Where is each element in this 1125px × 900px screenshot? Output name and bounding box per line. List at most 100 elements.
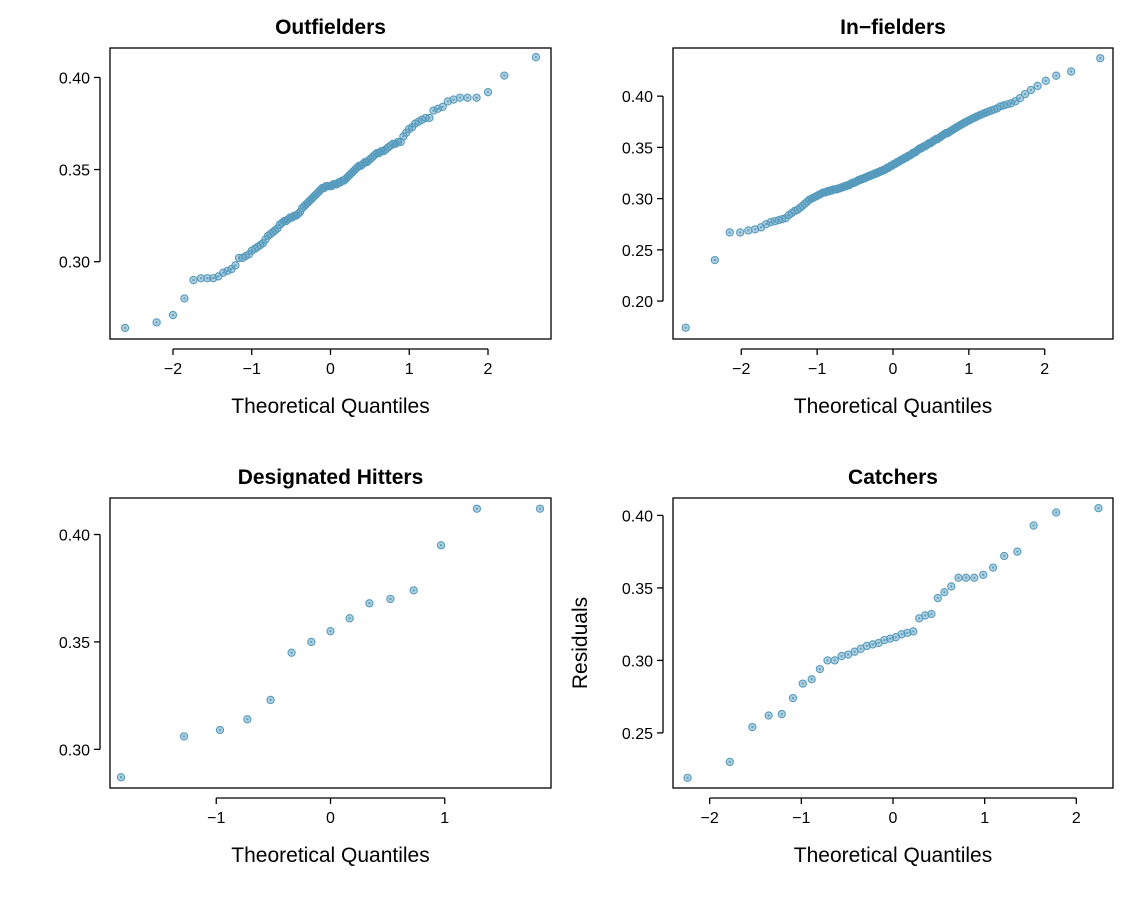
data-point [1041, 76, 1050, 85]
data-point [189, 275, 198, 285]
data-point [1033, 81, 1042, 91]
panel-title: Outfielders [275, 16, 386, 39]
data-point [531, 53, 541, 62]
data-point [1000, 551, 1009, 561]
y-tick-label: 0.30 [59, 255, 90, 272]
data-point [196, 274, 206, 283]
x-tick-label: 1 [980, 810, 989, 827]
data-point [1052, 71, 1061, 80]
data-point [307, 637, 316, 647]
x-tick-label: 0 [326, 361, 335, 378]
data-point [433, 104, 443, 113]
data-point [970, 573, 979, 582]
data-point [243, 715, 252, 724]
plot-frame [109, 497, 552, 789]
data-point [402, 128, 411, 137]
qq-panel-2: Designated Hitters −1 0 1 0.30 0.35 0.40 Theore… [59, 466, 552, 867]
data-point [535, 504, 545, 513]
data-point [736, 228, 745, 237]
data-point [231, 261, 240, 270]
data-point [429, 106, 438, 115]
data-point [744, 226, 753, 235]
data-point [961, 573, 971, 582]
y-tick-label: 0.40 [59, 70, 90, 87]
panel-title: In−fielders [840, 16, 946, 39]
data-point [725, 228, 734, 237]
x-axis-label: Theoretical Quantiles [231, 844, 429, 867]
data-point [988, 563, 998, 572]
y-tick-label: 0.40 [622, 508, 653, 525]
y-tick-label: 0.35 [622, 581, 653, 598]
data-point [748, 722, 757, 732]
data-point [815, 664, 825, 674]
data-point [947, 582, 956, 591]
qq-panel-0: Outfielders −2 −1 0 1 2 0.30 0.35 0.40 Theoretica… [59, 16, 552, 418]
data-point [279, 216, 289, 226]
y-tick-label: 0.30 [59, 742, 90, 759]
data-point [266, 695, 275, 705]
data-point [472, 504, 482, 513]
data-point [179, 732, 189, 741]
plot-frame [109, 47, 552, 340]
data-point [218, 268, 228, 277]
qq-panel-3: Catchers −2 −1 0 1 2 0.25 0.30 0.35 0.40 Theoretic… [569, 466, 1114, 867]
data-point [681, 323, 690, 332]
data-point [830, 656, 839, 665]
panel-title: Catchers [848, 466, 938, 489]
data-point [777, 709, 786, 719]
data-point [710, 255, 720, 265]
x-tick-label: 1 [440, 810, 449, 827]
data-point [215, 725, 225, 735]
plot-frame [672, 47, 1114, 340]
data-point [725, 757, 734, 767]
data-point [979, 570, 988, 579]
panel-title: Designated Hitters [238, 466, 424, 489]
data-point [823, 656, 832, 665]
data-point [1066, 67, 1076, 76]
data-point [1026, 85, 1036, 95]
y-tick-label: 0.40 [59, 528, 90, 545]
data-point [425, 113, 434, 123]
x-tick-label: 2 [484, 361, 493, 378]
data-point [1094, 503, 1103, 513]
data-point [223, 266, 232, 276]
data-point [798, 679, 807, 688]
data-point [287, 648, 296, 657]
data-point [1020, 89, 1030, 99]
qq-panel-1: In−fielders −2 −1 0 1 2 0.20 0.25 0.30 0.35 0.40 Th… [622, 16, 1114, 418]
data-point [386, 594, 395, 604]
x-tick-label: −2 [164, 361, 182, 378]
x-tick-label: −1 [243, 361, 261, 378]
x-tick-label: 2 [1072, 810, 1081, 827]
x-axis-label: Theoretical Quantiles [231, 395, 429, 418]
data-point [180, 294, 189, 303]
data-point [1013, 547, 1022, 556]
data-point [409, 586, 418, 595]
x-tick-label: 0 [326, 810, 335, 827]
y-tick-label: 0.30 [622, 192, 653, 209]
data-point [761, 220, 771, 229]
data-point [1096, 54, 1105, 63]
x-tick-label: 1 [405, 361, 414, 378]
data-point [436, 541, 446, 550]
data-point [764, 711, 773, 720]
data-point [365, 599, 374, 608]
x-tick-label: −2 [732, 361, 750, 378]
x-tick-label: −1 [207, 810, 225, 827]
data-point [438, 102, 447, 112]
y-tick-label: 0.20 [622, 294, 653, 311]
data-point [954, 573, 963, 582]
data-point [933, 593, 942, 603]
data-point [927, 609, 936, 619]
y-axis-label: Residuals [569, 597, 592, 689]
data-point [1052, 508, 1061, 517]
x-tick-label: 1 [964, 361, 973, 378]
y-tick-label: 0.35 [622, 140, 653, 157]
data-point [500, 71, 509, 80]
data-point [345, 614, 354, 623]
y-tick-label: 0.25 [622, 726, 653, 743]
data-point [116, 773, 126, 782]
y-tick-label: 0.35 [59, 163, 90, 180]
x-axis-label: Theoretical Quantiles [794, 844, 992, 867]
